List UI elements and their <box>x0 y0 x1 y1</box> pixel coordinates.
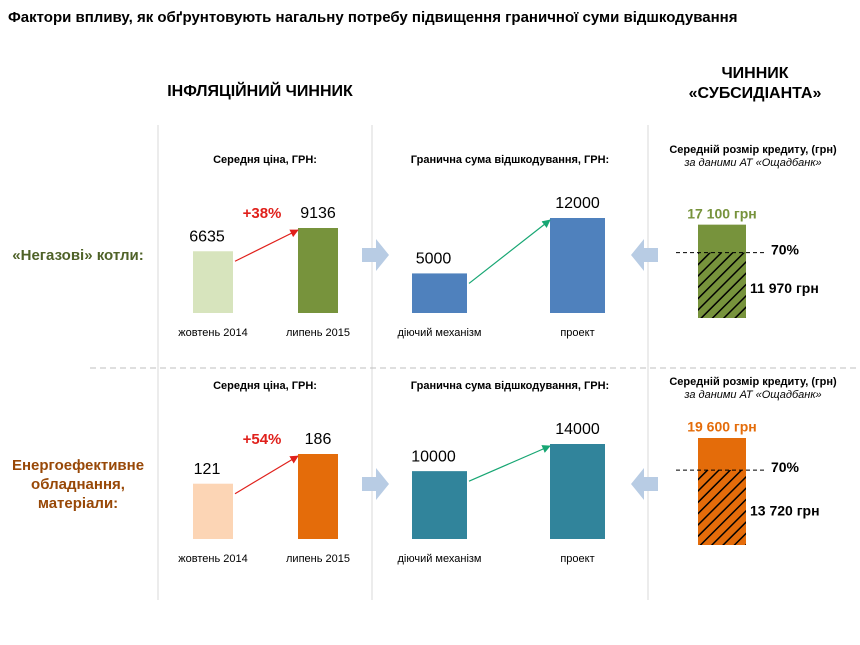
value-label: 10000 <box>411 448 456 465</box>
section-title: ІНФЛЯЦІЙНИЙ ЧИННИК <box>167 81 353 100</box>
title: Фактори впливу, як обґрунтовують нагальн… <box>8 9 737 26</box>
credit-part <box>698 470 746 545</box>
trend-arrow <box>234 229 299 262</box>
share-label: 70% <box>771 241 800 257</box>
bar <box>412 273 467 313</box>
chart-title: Середній розмір кредиту, (грн) <box>669 376 837 388</box>
category-label: діючий механізм <box>397 327 481 339</box>
bar <box>550 444 605 539</box>
category-label: липень 2015 <box>286 327 350 339</box>
category-label: діючий механізм <box>397 553 481 565</box>
category-label: липень 2015 <box>286 553 350 565</box>
value-label: 186 <box>305 431 332 448</box>
part-label: 13 720 грн <box>750 502 820 518</box>
credit-label: 17 100 грн <box>687 205 757 221</box>
bar <box>550 218 605 313</box>
bar <box>298 228 338 313</box>
trend-arrow <box>234 455 299 495</box>
source-note: за даними АТ «Ощадбанк» <box>683 389 821 401</box>
row-label: Енергоефективне обладнання, матеріали: <box>11 457 145 512</box>
credit-label: 19 600 грн <box>687 419 757 435</box>
part-label: 11 970 грн <box>750 280 819 296</box>
section-title: ЧИННИК «СУБСИДІАНТА» <box>688 65 822 102</box>
arrows <box>362 239 658 500</box>
chart-title: Гранична сума відшкодування, ГРН: <box>411 154 609 166</box>
chart-title: Середня ціна, ГРН: <box>213 154 317 166</box>
bar <box>193 483 233 539</box>
dividers <box>90 125 860 600</box>
credit-part <box>698 252 746 318</box>
source-note: за даними АТ «Ощадбанк» <box>683 157 821 169</box>
bar <box>193 251 233 313</box>
chart-title: Середній розмір кредиту, (грн) <box>669 144 837 156</box>
trend-arrow <box>468 219 551 284</box>
category-label: жовтень 2014 <box>178 327 247 339</box>
trend-arrow <box>468 445 551 482</box>
bar <box>412 471 467 539</box>
value-label: 6635 <box>189 228 225 245</box>
row-label: «Негазові» котли: <box>12 247 144 264</box>
value-label: 5000 <box>416 251 452 268</box>
value-label: 12000 <box>555 195 600 212</box>
share-label: 70% <box>771 459 800 475</box>
value-label: 121 <box>194 461 221 478</box>
change-label: +38% <box>243 205 282 222</box>
category-label: жовтень 2014 <box>178 553 247 565</box>
value-label: 9136 <box>300 205 336 222</box>
category-label: проект <box>560 327 594 339</box>
value-label: 14000 <box>555 421 600 438</box>
bar <box>298 454 338 539</box>
chart-title: Гранична сума відшкодування, ГРН: <box>411 380 609 392</box>
chart-title: Середня ціна, ГРН: <box>213 380 317 392</box>
change-label: +54% <box>243 431 282 448</box>
category-label: проект <box>560 553 594 565</box>
